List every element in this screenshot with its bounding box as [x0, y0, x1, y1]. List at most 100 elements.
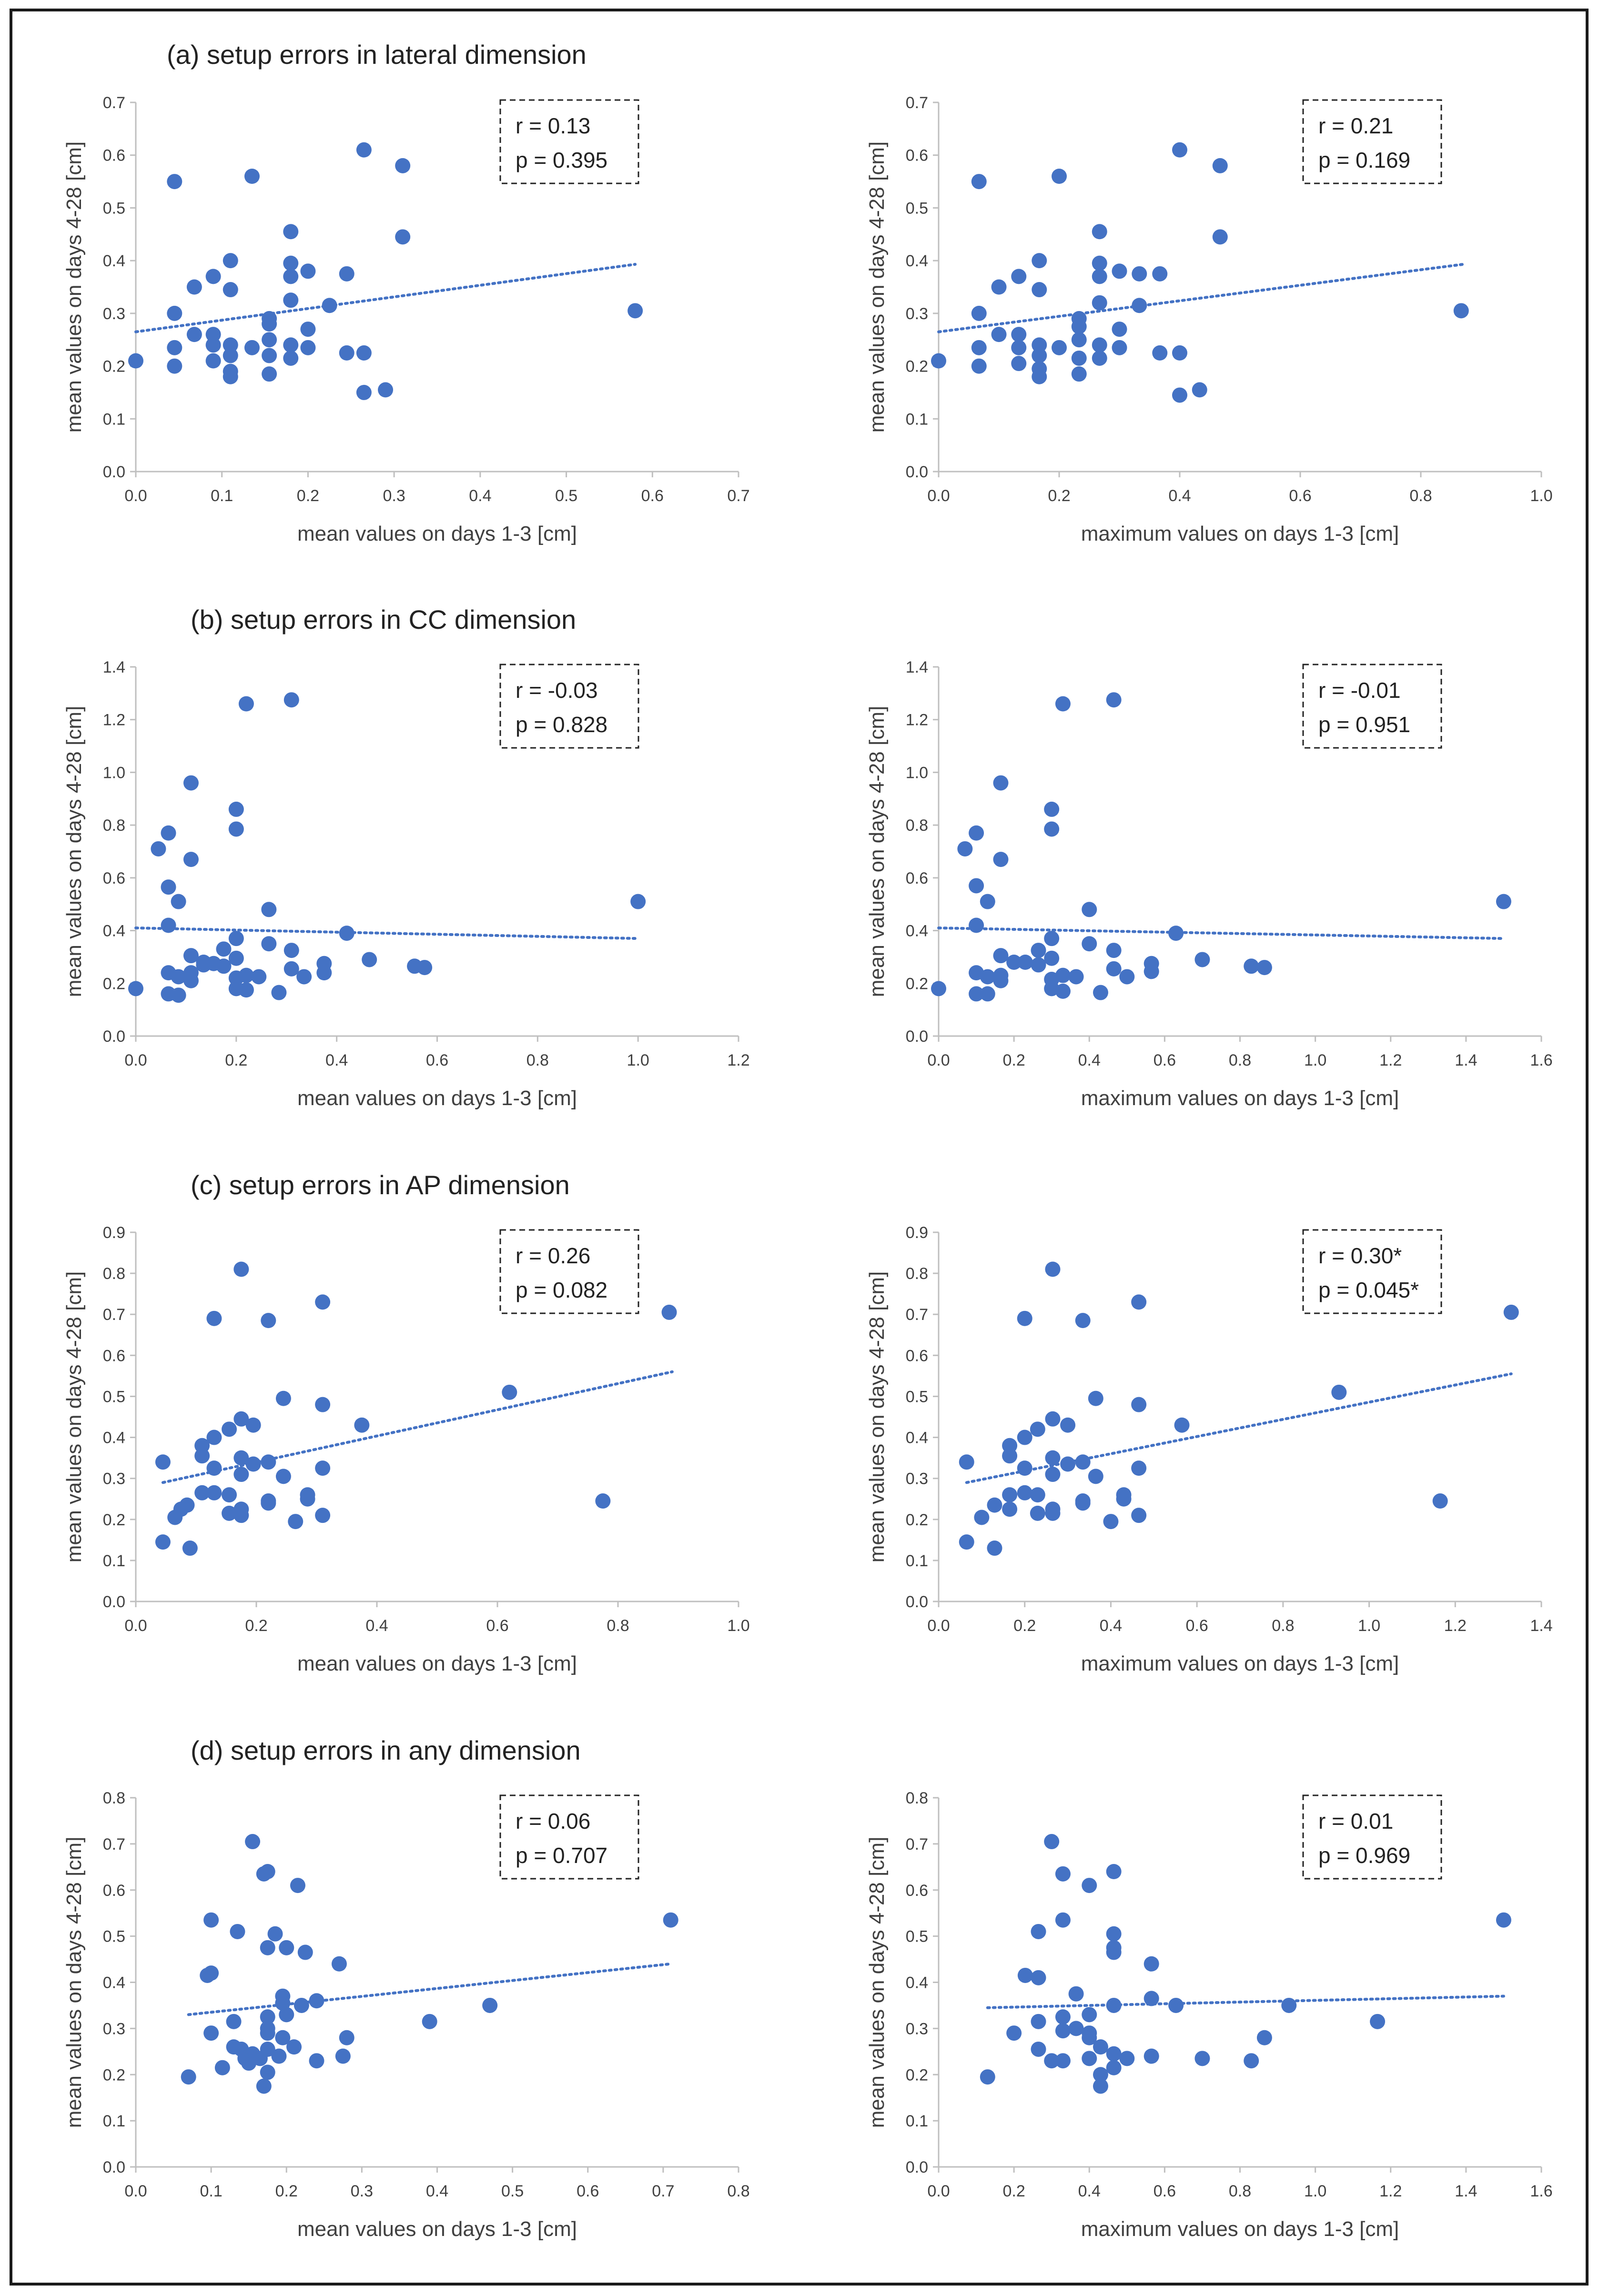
y-tick-label: 0.6: [906, 1347, 928, 1365]
y-tick-label: 0.3: [906, 1470, 928, 1488]
data-point: [1002, 1487, 1018, 1503]
correlation-r-label: r = 0.06: [516, 1809, 590, 1833]
data-point: [244, 340, 260, 355]
data-point: [171, 894, 186, 909]
data-point: [279, 2007, 294, 2023]
x-tick-label: 0.0: [124, 1617, 147, 1635]
data-point: [260, 2025, 275, 2041]
data-point: [354, 1417, 370, 1433]
data-point: [1106, 1864, 1122, 1879]
data-point: [244, 169, 260, 184]
trend-line: [937, 262, 1465, 333]
trend-line: [134, 262, 637, 333]
correlation-r-label: r = 0.26: [516, 1243, 590, 1268]
x-tick-label: 0.4: [325, 1051, 348, 1069]
data-point: [262, 332, 277, 348]
x-tick-label: 0.2: [225, 1051, 247, 1069]
x-tick-label: 0.0: [124, 1051, 147, 1069]
y-tick-label: 0.7: [103, 1835, 125, 1853]
data-point: [1106, 1997, 1122, 2013]
y-tick-label: 1.4: [906, 658, 928, 676]
y-tick-label: 0.6: [103, 869, 125, 887]
data-point: [987, 1497, 1002, 1513]
data-point: [1055, 983, 1071, 999]
data-point: [1093, 2078, 1108, 2094]
data-point: [300, 322, 316, 337]
data-point: [290, 1878, 305, 1893]
data-point: [1044, 2053, 1060, 2069]
x-tick-label: 0.8: [526, 1051, 549, 1069]
y-tick-label: 0.7: [906, 94, 928, 112]
trend-line: [161, 1370, 674, 1484]
y-tick-label: 0.4: [906, 1974, 928, 1992]
data-point: [1032, 282, 1047, 298]
data-point: [1106, 1926, 1122, 1942]
data-point: [1244, 958, 1259, 974]
data-point: [1031, 1923, 1046, 1939]
x-tick-label: 0.5: [555, 487, 577, 505]
data-point: [1496, 1912, 1511, 1928]
data-point: [1119, 2051, 1135, 2066]
data-point: [267, 1926, 283, 1942]
data-point: [1168, 926, 1184, 941]
data-point: [1131, 1460, 1147, 1476]
x-tick-label: 0.0: [927, 487, 950, 505]
trend-line: [937, 926, 1505, 940]
data-point: [186, 279, 202, 295]
data-point: [205, 337, 221, 353]
y-tick-label: 0.0: [906, 1027, 928, 1046]
x-axis-label: mean values on days 1-3 [cm]: [297, 2217, 577, 2241]
data-point: [1093, 2067, 1108, 2083]
data-point: [1172, 345, 1187, 361]
data-point: [183, 973, 199, 988]
data-point: [1030, 1505, 1045, 1521]
data-point: [1106, 961, 1122, 977]
data-point: [1152, 345, 1168, 361]
x-axis-label: mean values on days 1-3 [cm]: [297, 522, 577, 545]
y-tick-label: 0.7: [103, 94, 125, 112]
y-tick-label: 0.3: [103, 1470, 125, 1488]
data-point: [356, 345, 372, 361]
data-point: [1045, 1261, 1061, 1277]
x-tick-label: 0.2: [297, 487, 319, 505]
x-tick-label: 1.4: [1455, 2182, 1477, 2200]
x-tick-label: 0.4: [1078, 1051, 1101, 1069]
data-point: [991, 279, 1007, 295]
correlation-r-label: r = 0.13: [516, 113, 590, 138]
data-point: [1174, 1417, 1190, 1433]
y-tick-label: 0.2: [906, 1511, 928, 1529]
x-tick-label: 0.8: [607, 1617, 629, 1635]
scatter-chart: 0.0 0.1 0.2 0.3 0.4 0.5 0.6 0.7 0.8 0.0 0.1 0.2 0.3 0…: [62, 1789, 750, 2241]
data-point: [1256, 960, 1272, 976]
data-point: [993, 775, 1009, 791]
y-tick-label: 0.0: [906, 1593, 928, 1611]
data-point: [1011, 340, 1027, 355]
data-point: [183, 948, 199, 964]
stats-box: [1302, 1229, 1442, 1314]
data-point: [322, 298, 337, 313]
y-axis-label: mean values on days 4-28 [cm]: [865, 1837, 889, 2128]
data-point: [155, 1454, 171, 1470]
y-tick-label: 0.1: [906, 1552, 928, 1570]
y-tick-label: 0.8: [906, 816, 928, 835]
y-tick-label: 0.1: [906, 410, 928, 428]
y-tick-label: 0.8: [906, 1789, 928, 1807]
y-axis-label: mean values on days 4-28 [cm]: [865, 706, 889, 997]
data-point: [228, 931, 244, 947]
data-point: [356, 142, 372, 158]
data-point: [288, 1514, 304, 1530]
data-point: [1088, 1469, 1103, 1484]
data-point: [1082, 902, 1097, 917]
data-point: [1075, 1313, 1091, 1329]
y-tick-label: 0.2: [906, 358, 928, 376]
x-tick-label: 0.1: [200, 2182, 222, 2200]
trend-line: [134, 926, 640, 940]
data-point: [222, 1505, 237, 1521]
data-point: [1055, 2009, 1071, 2025]
data-point: [167, 174, 182, 190]
data-point: [993, 973, 1009, 988]
x-tick-label: 0.2: [245, 1617, 267, 1635]
data-point: [1011, 356, 1027, 372]
data-point: [233, 1508, 249, 1523]
data-point: [1106, 2060, 1122, 2075]
